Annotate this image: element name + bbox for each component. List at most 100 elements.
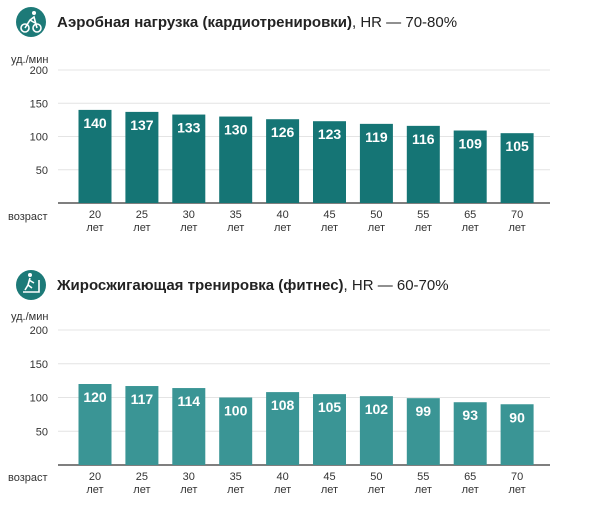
chart-subtitle: , HR — 60-70% [344, 277, 449, 294]
x-tick-label: 55 [417, 209, 429, 221]
x-tick-unit-label: лет [180, 222, 197, 234]
y-tick-label: 50 [36, 426, 48, 438]
bar-value-label: 90 [509, 409, 525, 425]
x-tick-unit-label: лет [274, 222, 291, 234]
y-tick-label: 50 [36, 165, 48, 177]
x-tick-unit-label: лет [227, 484, 244, 496]
bar [313, 121, 346, 203]
x-tick-label: 30 [183, 209, 195, 221]
bar [500, 404, 534, 465]
x-tick-label: 65 [464, 471, 476, 483]
chart-aerobic-svg: Аэробная нагрузка (кардиотренировки), HR… [8, 7, 550, 234]
x-tick-label: 25 [136, 471, 148, 483]
bar-value-label: 109 [459, 136, 483, 152]
x-tick-label: 35 [230, 471, 242, 483]
bar [78, 384, 112, 465]
x-tick-unit-label: лет [508, 484, 525, 496]
x-tick-label: 40 [276, 209, 288, 221]
bar [172, 114, 206, 203]
bar [406, 125, 440, 203]
chart-subtitle: , HR — 70-80% [352, 14, 457, 31]
x-tick-unit-label: лет [321, 484, 338, 496]
cyclist-icon [16, 7, 46, 37]
chart-title-line: Аэробная нагрузка (кардиотренировки), HR… [57, 14, 457, 31]
x-tick-label: 55 [417, 471, 429, 483]
bar [78, 109, 112, 203]
bar [313, 394, 346, 465]
y-axis-label: уд./мин [11, 311, 48, 323]
x-tick-unit-label: лет [368, 222, 385, 234]
bar-value-label: 108 [271, 397, 295, 413]
x-tick-unit-label: лет [86, 484, 103, 496]
bar-value-label: 137 [130, 117, 154, 133]
bar-value-label: 126 [271, 124, 295, 140]
x-tick-unit-label: лет [368, 484, 385, 496]
bar [453, 402, 487, 465]
x-tick-label: 45 [323, 471, 335, 483]
bar-value-label: 119 [365, 129, 388, 145]
x-tick-label: 50 [370, 471, 382, 483]
x-tick-label: 70 [511, 209, 523, 221]
chart-title: Аэробная нагрузка (кардиотренировки) [57, 14, 352, 31]
bar [125, 111, 159, 203]
chart-fitness: Жиросжигающая тренировка (фитнес), HR — … [0, 263, 600, 526]
bar-value-label: 102 [365, 401, 389, 417]
x-tick-unit-label: лет [274, 484, 291, 496]
bar [266, 392, 300, 465]
y-tick-label: 150 [30, 98, 48, 110]
chart-title: Жиросжигающая тренировка (фитнес) [56, 277, 344, 294]
bar [406, 398, 440, 465]
bar-value-label: 100 [224, 403, 248, 419]
bar [500, 133, 534, 203]
x-tick-unit-label: лет [462, 484, 479, 496]
x-tick-unit-label: лет [86, 222, 103, 234]
bar-value-label: 130 [224, 122, 248, 138]
y-tick-label: 100 [30, 393, 48, 405]
bar [219, 397, 253, 465]
x-tick-unit-label: лет [227, 222, 244, 234]
bar [453, 130, 487, 203]
bar-value-label: 117 [131, 391, 154, 407]
bar-value-label: 105 [318, 399, 342, 415]
x-tick-label: 40 [276, 471, 288, 483]
bar [172, 388, 206, 465]
bar [219, 116, 253, 203]
bar [359, 123, 393, 203]
x-tick-unit-label: лет [321, 222, 338, 234]
bar-value-label: 99 [416, 403, 432, 419]
bar-value-label: 105 [505, 138, 529, 154]
x-axis-label: возраст [8, 211, 48, 223]
x-tick-unit-label: лет [415, 484, 432, 496]
x-tick-label: 20 [89, 209, 101, 221]
x-tick-unit-label: лет [133, 484, 150, 496]
bar-value-label: 140 [83, 115, 107, 131]
bar-value-label: 123 [318, 126, 342, 142]
chart-title-line: Жиросжигающая тренировка (фитнес), HR — … [56, 277, 449, 294]
x-axis-label: возраст [8, 472, 48, 484]
y-tick-label: 150 [30, 359, 48, 371]
treadmill-icon [16, 270, 46, 300]
bar [266, 119, 300, 203]
y-tick-label: 200 [30, 325, 48, 337]
y-tick-label: 200 [30, 65, 48, 77]
bar-value-label: 120 [83, 389, 107, 405]
x-tick-label: 20 [89, 471, 101, 483]
x-tick-label: 25 [136, 209, 148, 221]
x-tick-label: 45 [323, 209, 335, 221]
chart-aerobic: Аэробная нагрузка (кардиотренировки), HR… [0, 0, 600, 263]
y-tick-label: 100 [30, 132, 48, 144]
x-tick-label: 30 [183, 471, 195, 483]
x-tick-label: 70 [511, 471, 523, 483]
y-axis-label: уд./мин [11, 54, 48, 66]
bar [125, 386, 159, 465]
x-tick-label: 50 [370, 209, 382, 221]
x-tick-unit-label: лет [415, 222, 432, 234]
bar-value-label: 93 [462, 407, 478, 423]
x-tick-label: 35 [230, 209, 242, 221]
x-tick-unit-label: лет [462, 222, 479, 234]
chart-fitness-svg: Жиросжигающая тренировка (фитнес), HR — … [8, 270, 550, 496]
bar-value-label: 114 [178, 393, 201, 409]
bar [359, 396, 393, 465]
bar-value-label: 116 [412, 131, 435, 147]
x-tick-unit-label: лет [180, 484, 197, 496]
